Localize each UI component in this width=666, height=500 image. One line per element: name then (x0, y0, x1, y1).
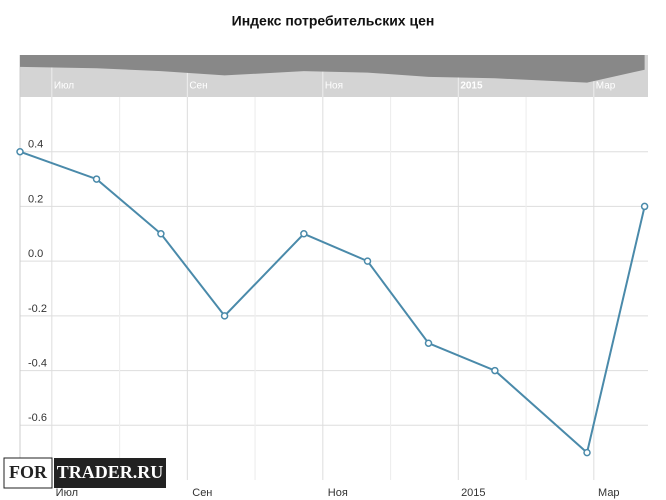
x-tick-label: 2015 (461, 487, 485, 499)
line (19, 150, 646, 455)
navigator-label: Мар (596, 81, 616, 92)
y-tick-label: 0.0 (28, 248, 43, 260)
navigator-label: 2015 (460, 81, 483, 92)
point (640, 202, 649, 211)
watermark-box (54, 458, 166, 488)
point (363, 257, 372, 265)
x-tick-label: Ноя (328, 487, 348, 499)
navigator-label: Ноя (325, 81, 343, 92)
point (92, 175, 101, 183)
chart-title: Индекс потребительских цен (232, 13, 435, 29)
point (300, 230, 308, 238)
watermark-box (3, 457, 53, 489)
navigator-label: Сен (189, 81, 207, 92)
watermark-text: FOR (9, 462, 48, 482)
point (157, 230, 165, 238)
x-tick-label: Сен (192, 487, 212, 499)
point (220, 312, 229, 320)
point (491, 366, 499, 375)
point (583, 448, 591, 457)
y-tick-label: -0.6 (28, 412, 47, 424)
y-tick-label: -0.4 (28, 357, 47, 369)
x-tick-label: Мар (598, 487, 620, 499)
x-tick-label: Июл (56, 487, 78, 499)
navigator-area (20, 55, 645, 83)
point (16, 147, 24, 156)
point (424, 339, 433, 347)
watermark-text: TRADER.RU (57, 462, 164, 482)
y-tick-label: 0.4 (28, 139, 43, 151)
watermark: FOR TRADER.RU (3, 457, 166, 489)
y-tick-label: -0.2 (28, 303, 47, 315)
y-tick-label: 0.2 (28, 193, 43, 205)
navigator-label: Июл (54, 81, 74, 92)
